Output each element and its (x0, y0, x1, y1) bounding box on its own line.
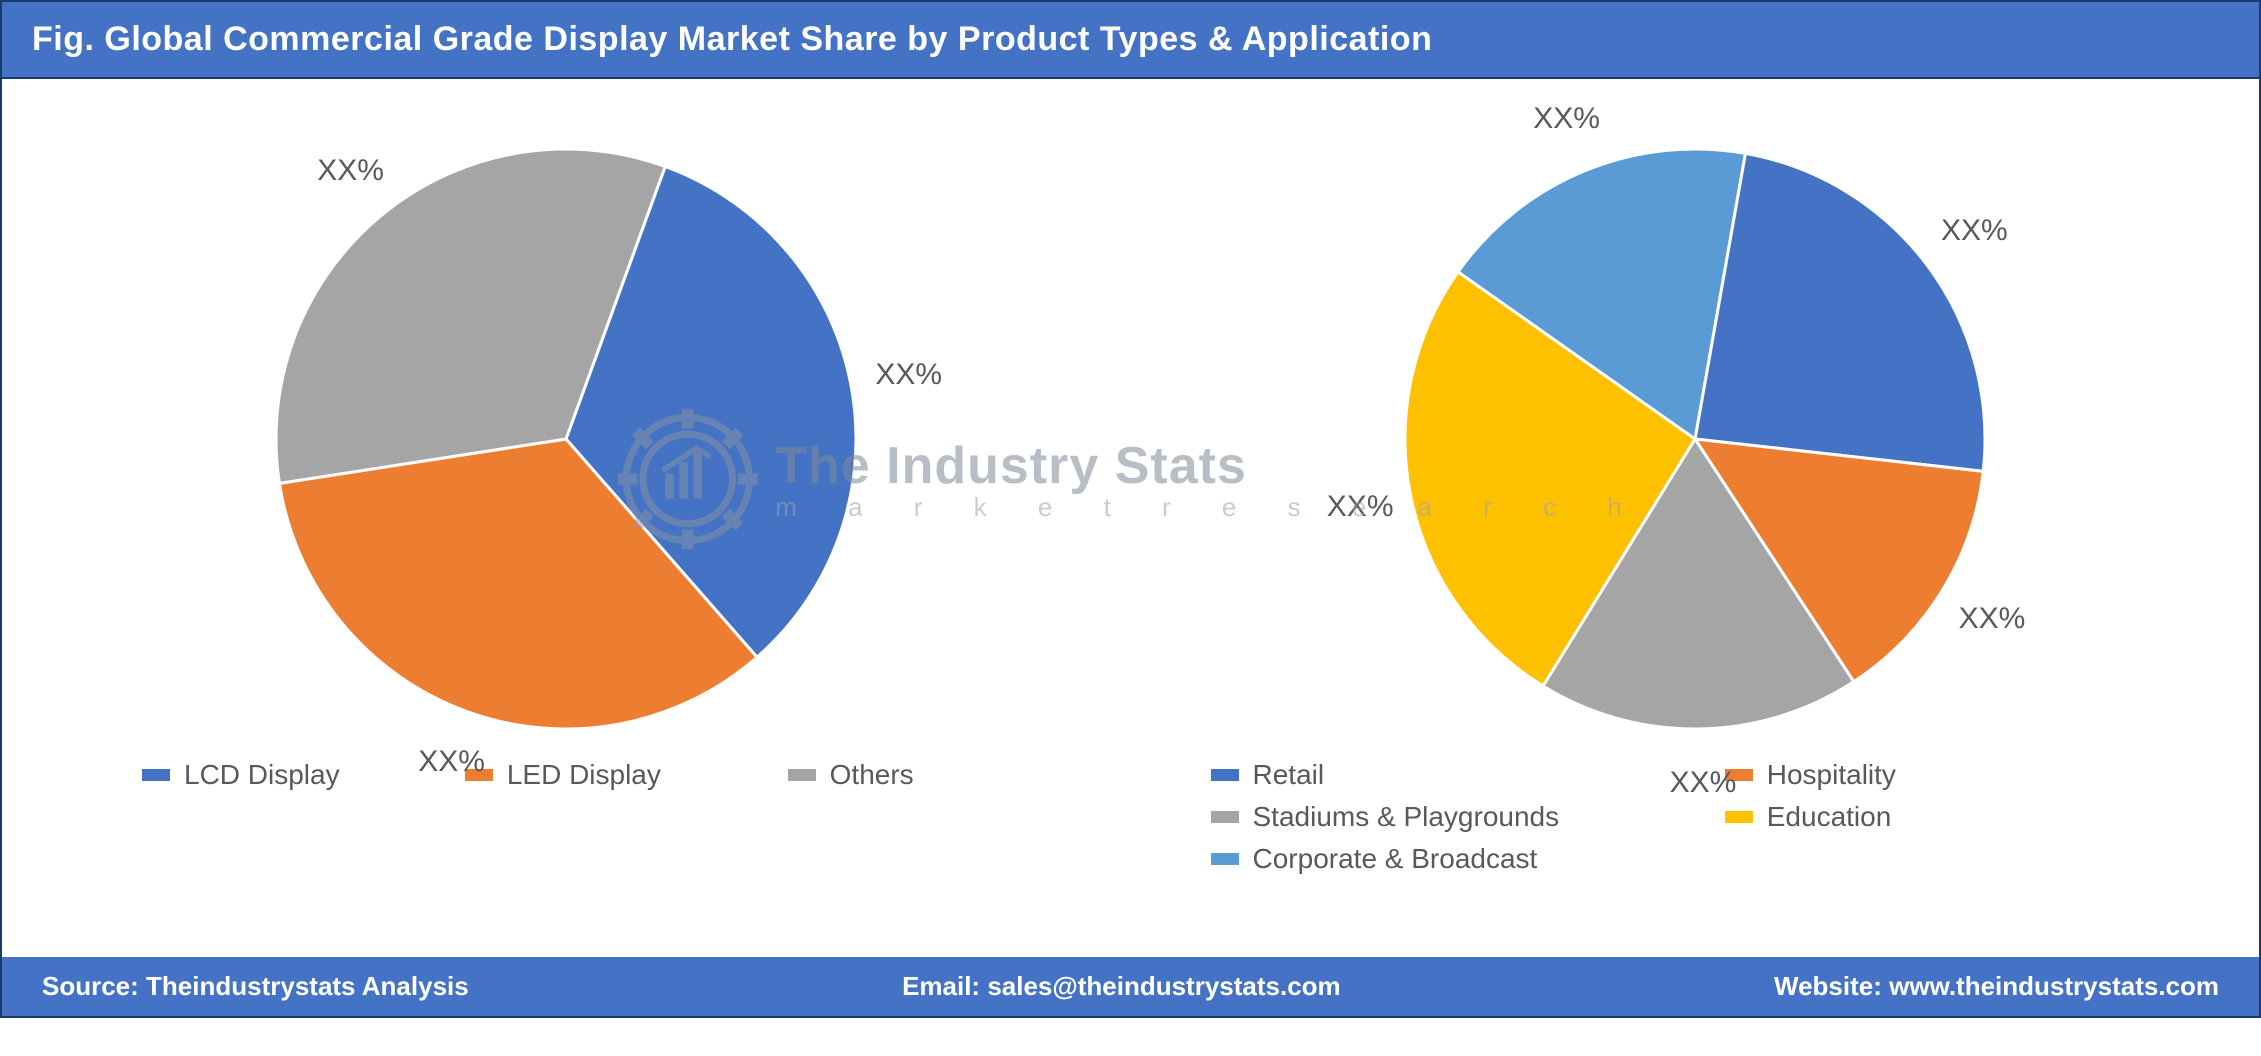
footer-email-label: Email: (902, 971, 987, 1001)
legend-label: Stadiums & Playgrounds (1253, 801, 1560, 833)
legend-label: Retail (1253, 759, 1325, 791)
legend-swatch (1211, 853, 1239, 865)
figure-title: Fig. Global Commercial Grade Display Mar… (32, 20, 1432, 58)
footer-website-label: Website: (1774, 971, 1889, 1001)
legend-swatch (1725, 811, 1753, 823)
footer-website: Website: www.theindustrystats.com (1774, 971, 2219, 1002)
chart-left-panel: XX%XX%XX% LCD DisplayLED DisplayOthers (2, 79, 1131, 957)
figure-footer-bar: Source: Theindustrystats Analysis Email:… (2, 957, 2259, 1016)
legend-item: Education (1725, 801, 2199, 833)
legend-label: Education (1767, 801, 1892, 833)
footer-source-label: Source: (42, 971, 146, 1001)
footer-source-value: Theindustrystats Analysis (146, 971, 469, 1001)
legend-item: Stadiums & Playgrounds (1211, 801, 1685, 833)
legend-item: Others (788, 759, 1071, 791)
pie-slice-label: XX% (418, 745, 485, 779)
figure-title-bar: Fig. Global Commercial Grade Display Mar… (2, 2, 2259, 77)
legend-label: LED Display (507, 759, 661, 791)
footer-website-value: www.theindustrystats.com (1889, 971, 2219, 1001)
legend-item: LED Display (465, 759, 748, 791)
legend-product-types: LCD Display LED Display Others (2, 749, 1131, 811)
pie-slice-label: XX% (1327, 490, 1394, 524)
footer-email: Email: sales@theindustrystats.com (902, 971, 1341, 1002)
footer-source: Source: Theindustrystats Analysis (42, 971, 469, 1002)
legend-swatch (1211, 769, 1239, 781)
chart-right-panel: XX%XX%XX%XX%XX% RetailHospitalityStadium… (1131, 79, 2260, 957)
legend-label: Hospitality (1767, 759, 1896, 791)
legend-label: Others (830, 759, 914, 791)
pie-chart-application: XX%XX%XX%XX%XX% (1385, 129, 2005, 749)
legend-label: LCD Display (184, 759, 340, 791)
pie-slice-label: XX% (1670, 766, 1737, 800)
legend-swatch (788, 769, 816, 781)
legend-swatch (142, 769, 170, 781)
pie-slice-label: XX% (875, 358, 942, 392)
chart-area: XX%XX%XX% LCD DisplayLED DisplayOthers X… (2, 77, 2259, 957)
figure-frame: Fig. Global Commercial Grade Display Mar… (0, 0, 2261, 1018)
legend-label: Corporate & Broadcast (1253, 843, 1538, 875)
pie-chart-product-types: XX%XX%XX% (256, 129, 876, 749)
footer-email-value: sales@theindustrystats.com (987, 971, 1340, 1001)
pie-slice-label: XX% (1959, 602, 2026, 636)
pie-slice (1695, 153, 1985, 471)
legend-swatch (1211, 811, 1239, 823)
legend-item: Retail (1211, 759, 1685, 791)
legend-item: Hospitality (1725, 759, 2199, 791)
legend-item: Corporate & Broadcast (1211, 843, 1685, 875)
pie-slice-label: XX% (317, 154, 384, 188)
legend-item: LCD Display (142, 759, 425, 791)
pie-slice-label: XX% (1533, 102, 1600, 136)
pie-slice-label: XX% (1941, 214, 2008, 248)
